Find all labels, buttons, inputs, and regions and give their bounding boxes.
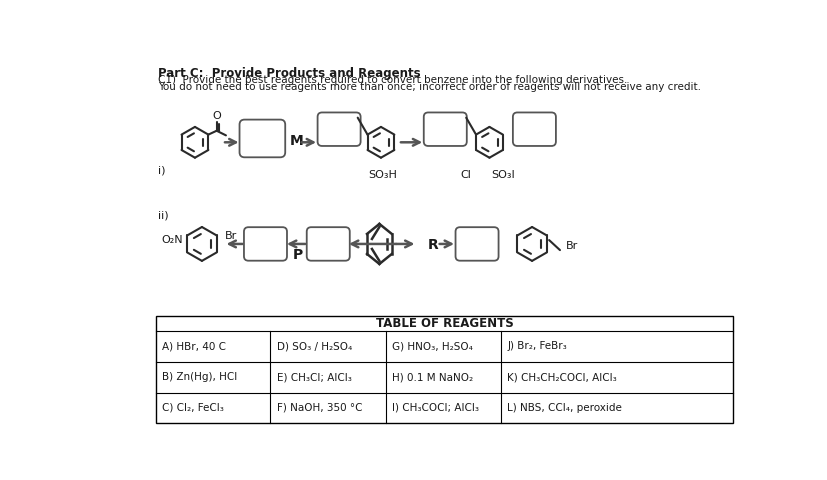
- Text: C1)  Provide the best reagents required to convert benzene into the following de: C1) Provide the best reagents required t…: [158, 74, 626, 84]
- Text: SO₃I: SO₃I: [491, 170, 514, 180]
- Text: L) NBS, CCl₄, peroxide: L) NBS, CCl₄, peroxide: [507, 403, 621, 413]
- Text: B) Zn(Hg), HCl: B) Zn(Hg), HCl: [162, 372, 237, 382]
- Text: Part C:  Provide Products and Reagents: Part C: Provide Products and Reagents: [158, 67, 420, 80]
- Text: D) SO₃ / H₂SO₄: D) SO₃ / H₂SO₄: [276, 341, 351, 351]
- Text: O: O: [212, 111, 221, 121]
- Text: A) HBr, 40 C: A) HBr, 40 C: [162, 341, 226, 351]
- Text: J) Br₂, FeBr₃: J) Br₂, FeBr₃: [507, 341, 566, 351]
- Bar: [156, 315, 732, 423]
- Text: Br: Br: [225, 231, 237, 241]
- Text: Br: Br: [566, 241, 578, 251]
- Text: H) 0.1 M NaNO₂: H) 0.1 M NaNO₂: [391, 372, 472, 382]
- Text: F) NaOH, 350 °C: F) NaOH, 350 °C: [276, 403, 361, 413]
- Text: E) CH₃Cl; AlCl₃: E) CH₃Cl; AlCl₃: [276, 372, 351, 382]
- Text: Cl: Cl: [460, 170, 471, 180]
- Text: You do not need to use reagents more than once; incorrect order of reagents will: You do not need to use reagents more tha…: [158, 82, 700, 92]
- Text: i): i): [158, 166, 165, 176]
- Text: TABLE OF REAGENTS: TABLE OF REAGENTS: [375, 317, 513, 330]
- Text: ii): ii): [158, 210, 168, 220]
- Text: P: P: [292, 248, 303, 262]
- Text: C) Cl₂, FeCl₃: C) Cl₂, FeCl₃: [162, 403, 224, 413]
- Text: K) CH₃CH₂COCl, AlCl₃: K) CH₃CH₂COCl, AlCl₃: [507, 372, 616, 382]
- Text: M: M: [289, 134, 303, 148]
- Text: O₂N: O₂N: [161, 235, 183, 245]
- Text: I) CH₃COCl; AlCl₃: I) CH₃COCl; AlCl₃: [391, 403, 478, 413]
- Text: G) HNO₃, H₂SO₄: G) HNO₃, H₂SO₄: [391, 341, 472, 351]
- Text: R: R: [428, 239, 438, 252]
- Text: SO₃H: SO₃H: [368, 170, 396, 180]
